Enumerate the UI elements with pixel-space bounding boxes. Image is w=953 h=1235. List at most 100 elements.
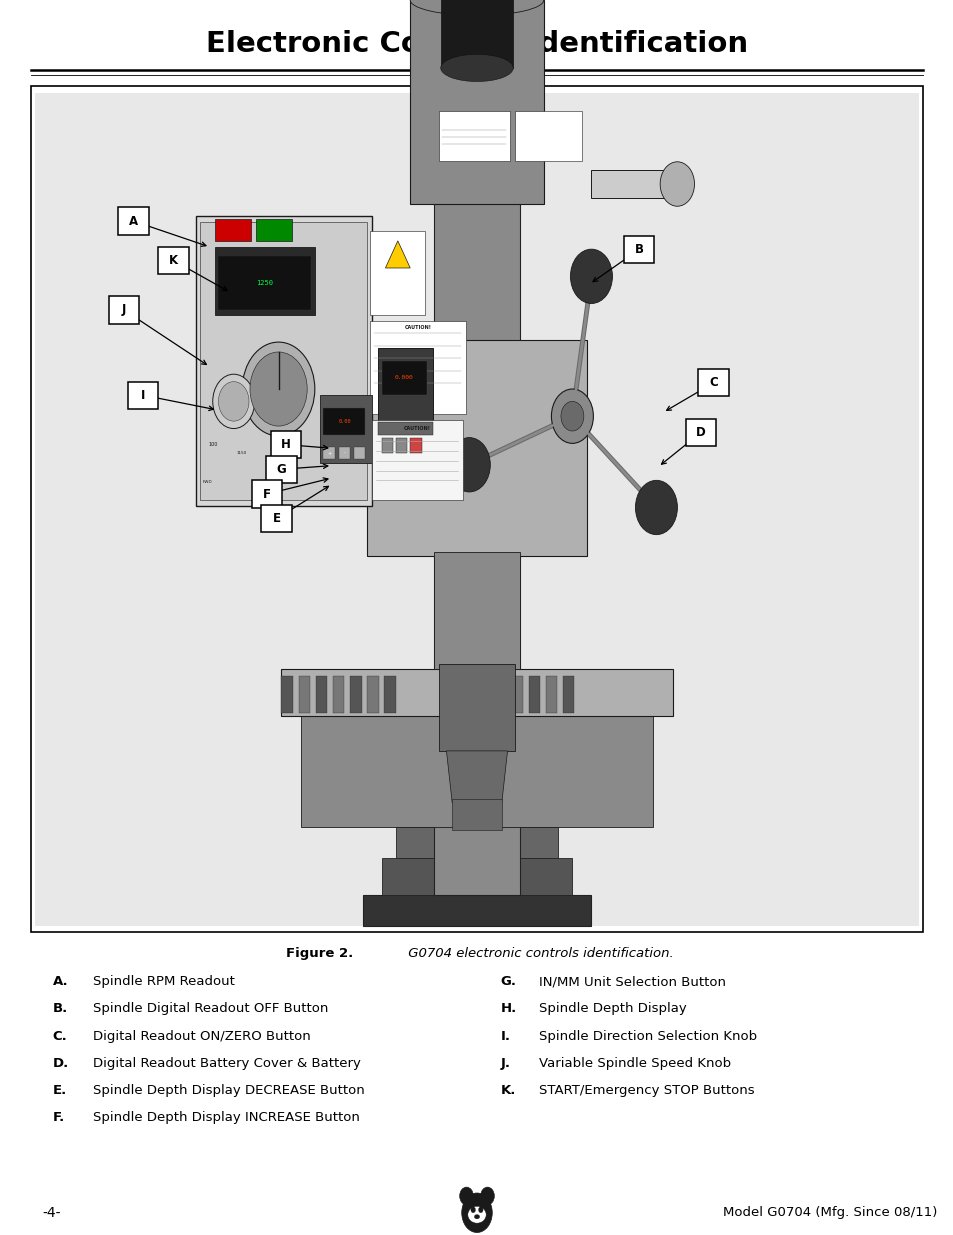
Ellipse shape	[467, 1207, 486, 1223]
Bar	[323, 408, 365, 435]
Text: Electronic Controls Identification: Electronic Controls Identification	[206, 31, 747, 58]
Text: F: F	[263, 488, 271, 500]
Text: H.: H.	[500, 1003, 517, 1015]
Text: G0704 electronic controls identification.: G0704 electronic controls identification…	[404, 947, 673, 960]
Bar	[438, 111, 510, 161]
Bar	[377, 348, 433, 459]
Bar	[440, 0, 513, 68]
Bar	[438, 664, 515, 751]
Bar	[384, 676, 395, 713]
Bar	[434, 179, 519, 895]
Text: START/Emergency STOP Buttons: START/Emergency STOP Buttons	[538, 1084, 754, 1097]
Text: I: I	[141, 389, 145, 401]
FancyBboxPatch shape	[128, 382, 158, 409]
Text: J.: J.	[500, 1057, 510, 1070]
FancyBboxPatch shape	[271, 431, 301, 458]
Circle shape	[448, 437, 490, 492]
Bar	[494, 676, 505, 713]
Bar	[370, 231, 425, 315]
Text: Spindle Direction Selection Knob: Spindle Direction Selection Knob	[538, 1030, 757, 1042]
Text: A: A	[129, 215, 138, 227]
Text: 0.00: 0.00	[337, 419, 351, 424]
Bar	[300, 710, 653, 827]
Bar	[218, 256, 311, 310]
Bar	[338, 447, 350, 459]
Bar	[333, 676, 344, 713]
Bar	[350, 676, 361, 713]
Bar	[528, 676, 539, 713]
Text: Spindle Depth Display INCREASE Button: Spindle Depth Display INCREASE Button	[93, 1112, 360, 1124]
Text: D: D	[696, 426, 705, 438]
Bar	[319, 395, 372, 463]
FancyBboxPatch shape	[252, 480, 282, 508]
Bar	[395, 438, 407, 453]
Bar	[214, 219, 251, 241]
Text: Digital Readout Battery Cover & Battery: Digital Readout Battery Cover & Battery	[93, 1057, 361, 1070]
Text: Spindle RPM Readout: Spindle RPM Readout	[93, 976, 235, 988]
Bar	[214, 247, 314, 315]
Text: G: G	[276, 463, 286, 475]
Text: Model G0704 (Mfg. Since 08/11): Model G0704 (Mfg. Since 08/11)	[722, 1207, 936, 1219]
FancyBboxPatch shape	[266, 456, 296, 483]
Bar	[370, 321, 465, 414]
Circle shape	[659, 162, 694, 206]
Circle shape	[480, 1187, 494, 1205]
Ellipse shape	[474, 1214, 479, 1219]
Bar	[381, 361, 427, 395]
Text: I.: I.	[500, 1030, 510, 1042]
Bar	[200, 222, 367, 500]
Bar	[410, 0, 543, 204]
FancyBboxPatch shape	[261, 505, 292, 532]
Text: F.: F.	[52, 1112, 65, 1124]
Text: +: +	[327, 451, 331, 456]
Bar	[281, 676, 293, 713]
Text: Variable Spindle Speed Knob: Variable Spindle Speed Knob	[538, 1057, 730, 1070]
FancyBboxPatch shape	[118, 207, 149, 235]
Circle shape	[461, 1193, 492, 1233]
Text: -4-: -4-	[42, 1205, 61, 1220]
Bar	[377, 422, 433, 435]
Bar	[395, 827, 558, 858]
Bar	[298, 676, 310, 713]
FancyBboxPatch shape	[623, 236, 654, 263]
Bar	[362, 895, 591, 926]
FancyBboxPatch shape	[685, 419, 716, 446]
Text: CAUTION!: CAUTION!	[404, 325, 431, 330]
Bar	[35, 93, 918, 926]
Text: 2500: 2500	[272, 441, 285, 446]
Circle shape	[570, 249, 612, 304]
Text: K: K	[169, 254, 178, 267]
Text: -: -	[343, 451, 345, 456]
Bar	[315, 676, 327, 713]
Bar	[476, 676, 488, 713]
Circle shape	[218, 382, 249, 421]
Bar	[591, 170, 677, 198]
Bar	[372, 420, 462, 500]
Circle shape	[551, 389, 593, 443]
Text: 1250: 1250	[255, 280, 273, 285]
Bar	[381, 438, 393, 453]
Text: Digital Readout ON/ZERO Button: Digital Readout ON/ZERO Button	[93, 1030, 311, 1042]
Circle shape	[635, 480, 677, 535]
Text: IN/MM Unit Selection Button: IN/MM Unit Selection Button	[538, 976, 725, 988]
Ellipse shape	[440, 54, 513, 82]
Bar	[30, 86, 923, 932]
Text: G.: G.	[500, 976, 517, 988]
Bar	[367, 340, 586, 556]
Text: B.: B.	[52, 1003, 68, 1015]
Bar	[367, 676, 378, 713]
FancyBboxPatch shape	[698, 369, 728, 396]
Text: E: E	[273, 513, 280, 525]
Text: 0.000: 0.000	[395, 375, 414, 380]
Circle shape	[242, 342, 314, 436]
Text: E.: E.	[52, 1084, 67, 1097]
Circle shape	[213, 374, 254, 429]
Text: 1150: 1150	[236, 451, 246, 456]
FancyBboxPatch shape	[109, 296, 139, 324]
Bar	[323, 447, 335, 459]
Circle shape	[560, 401, 583, 431]
Ellipse shape	[410, 0, 543, 16]
FancyBboxPatch shape	[158, 247, 189, 274]
Text: CAUTION!: CAUTION!	[403, 426, 430, 431]
Circle shape	[478, 1207, 482, 1213]
